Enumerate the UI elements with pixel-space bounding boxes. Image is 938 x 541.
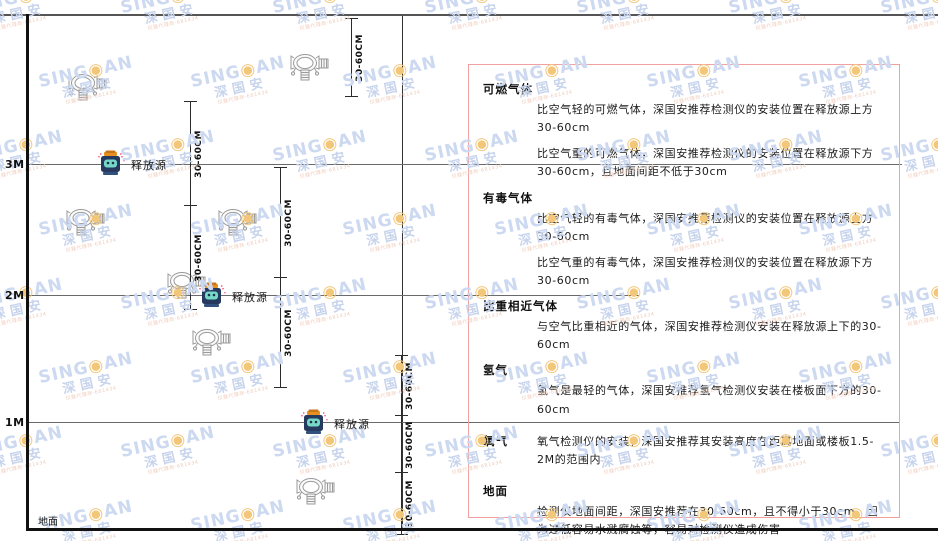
release-source-icon [300,409,330,440]
dimension-tick [274,167,287,168]
panel-section: 比重相近气体与空气比重相近的气体，深国安推荐检测仪安装在释放源上下的30-60c… [483,298,885,354]
level-line-1m [29,422,900,423]
panel-paragraph: 氧气检测仪的安装，深国安推荐其安装高度在距离地面或楼板1.5-2M的范围内 [537,434,875,466]
panel-paragraph: 氢气是最轻的气体，深国安推荐氢气检测仪安装在楼板面下方的30-60cm [537,384,882,416]
dimension-label: 30-60CM [405,362,415,410]
panel-section-title: 氢气 [483,363,508,378]
dimension-label: 30-60CM [405,420,415,469]
panel-section-title: 有毒气体 [483,190,533,205]
dimension-tick [184,101,197,102]
level-line-2m [29,295,639,296]
ground-label: 地面 [38,517,58,528]
gas-detector-icon [216,205,260,243]
vertical-divider [402,16,403,530]
dimension-tick [274,387,287,388]
gas-detector-icon [288,50,332,88]
dimension-label: 30-60CM [194,130,204,178]
gas-detector-icon [165,268,209,306]
ceiling-line [0,14,938,16]
panel-paragraph: 与空气比重相近的气体，深国安推荐检测仪安装在释放源上下的30-60cm [537,320,882,352]
dimension-tick [274,277,287,278]
dimension-line [401,355,402,534]
release-source-icon [97,150,127,181]
level-label-2m: 2M [5,289,25,302]
panel-section: 氧气 氧气检测仪的安装，深国安推荐其安装高度在距离地面或楼板1.5-2M的范围内 [483,427,885,477]
dimension-label: 30-60CM [284,309,294,357]
dimension-label: 30-60CM [355,34,365,82]
gas-detector-icon [64,205,108,243]
dimension-tick [395,534,408,535]
panel-section-title: 比重相近气体 [483,299,558,314]
gas-detector-icon [66,70,110,108]
dimension-tick [345,18,358,19]
release-source-label: 释放源 [131,159,167,172]
release-source-icon [198,282,228,313]
level-line-3m [29,164,902,165]
dimension-tick [345,96,358,97]
panel-paragraph: 比空气重的可燃气体，深国安推荐检测仪的安装位置在释放源下方30-60cm，且地面… [537,147,874,179]
dimension-label: 30-60CM [284,199,294,247]
dimension-tick [395,415,408,416]
ground-line [26,528,938,531]
dimension-tick [395,472,408,473]
release-source-label: 释放源 [232,291,268,304]
panel-section: 地面检测仪地面间距，深国安推荐在30-60cm，且不得小于30cm，因为过低容易… [483,483,885,539]
height-axis [26,14,29,531]
panel-paragraph: 比空气轻的有毒气体，深国安推荐检测仪的安装位置在释放源上方30-60cm [537,211,874,243]
info-panel: 可燃气体 比空气轻的可燃气体，深国安推荐检测仪的安装位置在释放源上方30-60cm… [468,64,900,536]
dimension-label: 30-60CM [194,234,204,282]
panel-section-title: 可燃气体 [483,82,533,96]
release-source-label: 释放源 [334,418,370,431]
dimension-line [351,18,352,96]
panel-section-title: 地面 [483,483,508,498]
gas-detector-icon [294,474,338,512]
dimension-label: 30-60CM [405,480,415,528]
panel-section: 有毒气体 比空气轻的有毒气体，深国安推荐检测仪的安装位置在释放源上方30-60cm… [483,190,885,291]
level-label-3m: 3M [5,158,25,171]
dimension-tick [184,309,197,310]
panel-paragraph: 检测仪地面间距，深国安推荐在30-60cm，且不得小于30cm，因为过低容易水溅… [537,504,879,536]
gas-detector-icon [190,325,234,363]
dimension-tick [184,205,197,206]
dimension-tick [395,355,408,356]
level-label-1m: 1M [5,416,25,429]
panel-section: 氢气氢气是最轻的气体，深国安推荐氢气检测仪安装在楼板面下方的30-60cm [483,362,885,418]
panel-section: 可燃气体 比空气轻的可燃气体，深国安推荐检测仪的安装位置在释放源上方30-60cm… [483,81,885,182]
panel-section-title: 氧气 [483,433,508,448]
panel-paragraph: 比空气重的有毒气体，深国安推荐检测仪的安装位置在释放源下方30-60cm [537,255,874,287]
panel-paragraph: 比空气轻的可燃气体，深国安推荐检测仪的安装位置在释放源上方30-60cm [537,103,874,135]
